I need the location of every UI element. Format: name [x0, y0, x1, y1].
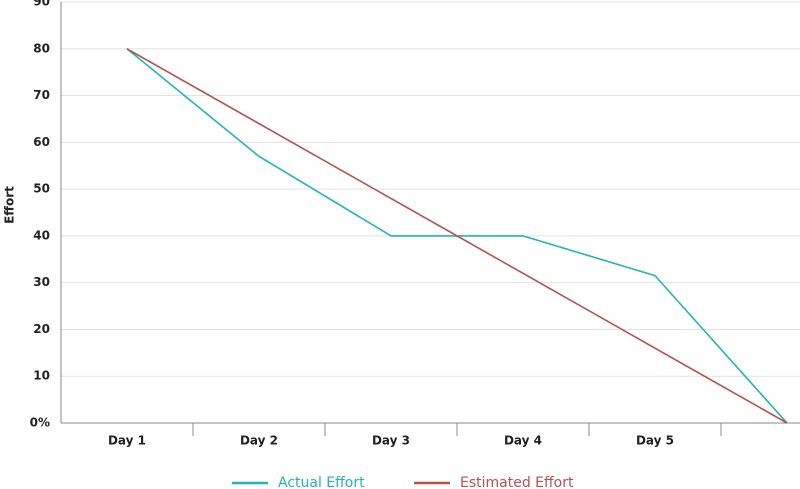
legend-label: Estimated Effort: [460, 475, 574, 489]
y-tick-label: 50: [33, 182, 50, 196]
y-tick-label: 90: [33, 0, 50, 9]
y-axis-label: Effort: [3, 186, 17, 224]
series-line: [126, 48, 788, 424]
x-tick-label: Day 1: [108, 434, 146, 448]
y-tick-label: 80: [33, 41, 50, 55]
y-tick-label: 30: [33, 275, 50, 289]
x-tick-label: Day 4: [504, 434, 542, 448]
legend-label: Actual Effort: [278, 475, 365, 489]
x-tick-label: Day 2: [240, 434, 278, 448]
y-tick-label: 60: [33, 135, 50, 149]
y-tick-label: 40: [33, 228, 50, 242]
y-tick-label: 70: [33, 88, 50, 102]
x-tick-label: Day 3: [372, 434, 410, 448]
y-tick-label: 20: [33, 322, 50, 336]
y-tick-label: 0%: [30, 416, 50, 430]
y-tick-label: 10: [33, 369, 50, 383]
x-tick-label: Day 5: [636, 434, 674, 448]
